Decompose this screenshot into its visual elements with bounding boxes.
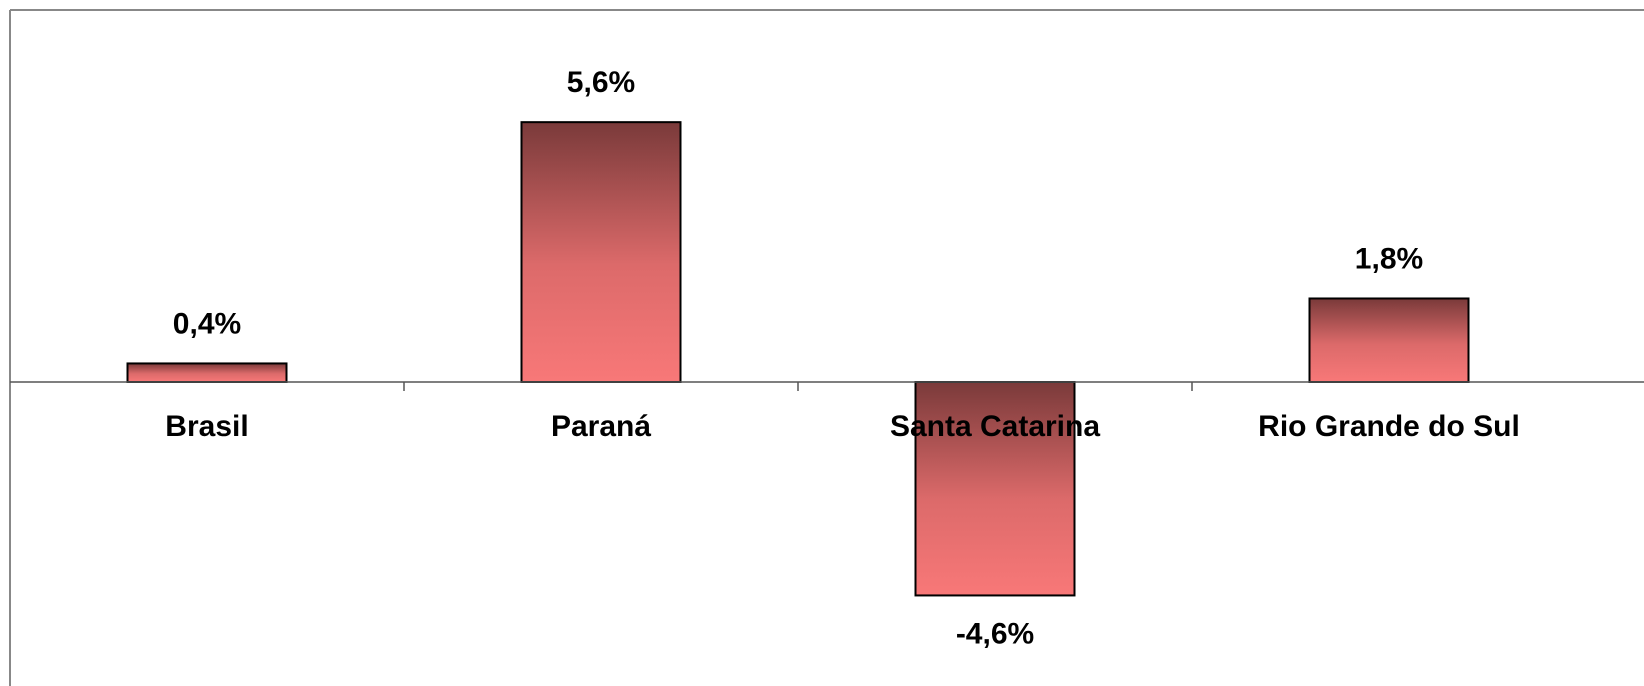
x-tick-label: Rio Grande do Sul bbox=[1258, 410, 1520, 443]
x-tick-label: Paraná bbox=[551, 410, 651, 443]
bar bbox=[126, 362, 288, 384]
value-label: 5,6% bbox=[567, 66, 635, 99]
bar bbox=[1308, 297, 1470, 384]
bar bbox=[914, 381, 1076, 597]
value-label: -4,6% bbox=[956, 617, 1034, 650]
x-tick-label: Brasil bbox=[165, 410, 248, 443]
bar bbox=[520, 121, 682, 383]
value-label: 0,4% bbox=[173, 307, 241, 340]
x-tick-label: Santa Catarina bbox=[890, 410, 1100, 443]
value-label: 1,8% bbox=[1355, 242, 1423, 275]
